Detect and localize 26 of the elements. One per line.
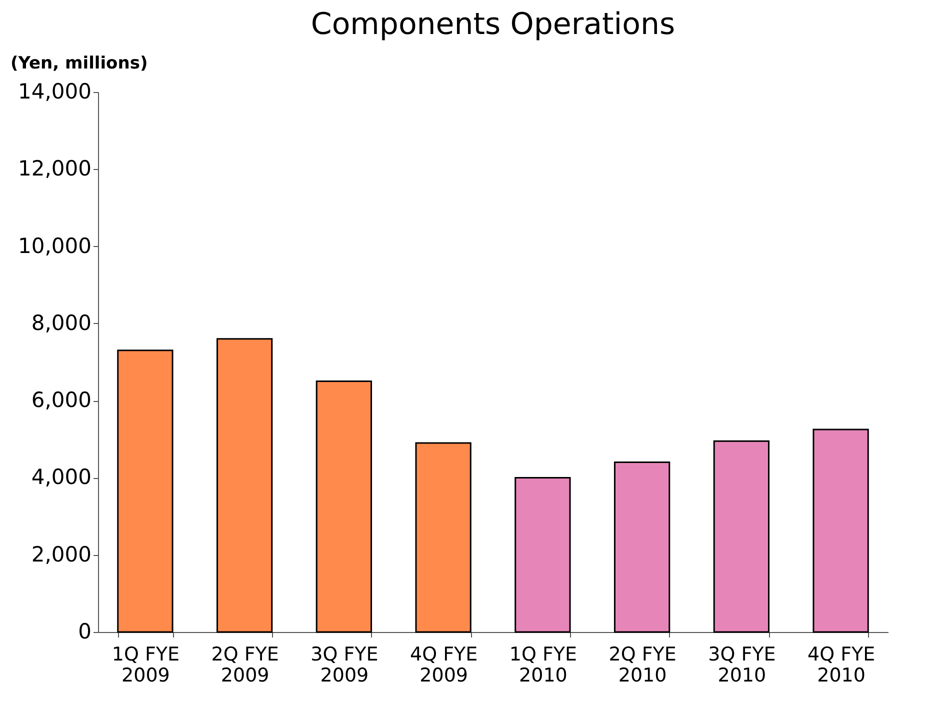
bar	[415, 442, 472, 633]
y-tick-label: 6,000	[31, 388, 92, 412]
bar	[117, 350, 174, 633]
bar	[713, 440, 770, 633]
x-tick-label: 1Q FYE 2009	[112, 644, 180, 686]
y-axis-title: (Yen, millions)	[10, 54, 148, 74]
y-tick-label: 12,000	[18, 156, 92, 181]
bar	[812, 428, 869, 633]
bar	[316, 380, 372, 633]
y-tick-label: 0	[78, 620, 92, 644]
bar	[614, 462, 670, 633]
x-tick-label: 3Q FYE 2010	[708, 644, 776, 686]
x-tick-label: 4Q FYE 2009	[410, 644, 478, 686]
x-tick-label: 4Q FYE 2010	[807, 644, 876, 686]
x-tick-label: 1Q FYE 2010	[509, 644, 577, 686]
bar	[514, 476, 571, 633]
bar	[216, 338, 273, 633]
x-tick-label: 2Q FYE 2009	[211, 644, 279, 686]
y-tick-label: 4,000	[31, 465, 92, 490]
y-tick-label: 2,000	[31, 542, 92, 566]
y-tick-label: 8,000	[31, 310, 92, 335]
y-tick-label: 14,000	[18, 80, 92, 104]
chart-title: Components Operations	[310, 7, 676, 42]
x-tick-label: 2Q FYE 2010	[608, 644, 676, 686]
y-tick-label: 10,000	[18, 234, 92, 258]
x-tick-label: 3Q FYE 2009	[310, 644, 378, 686]
